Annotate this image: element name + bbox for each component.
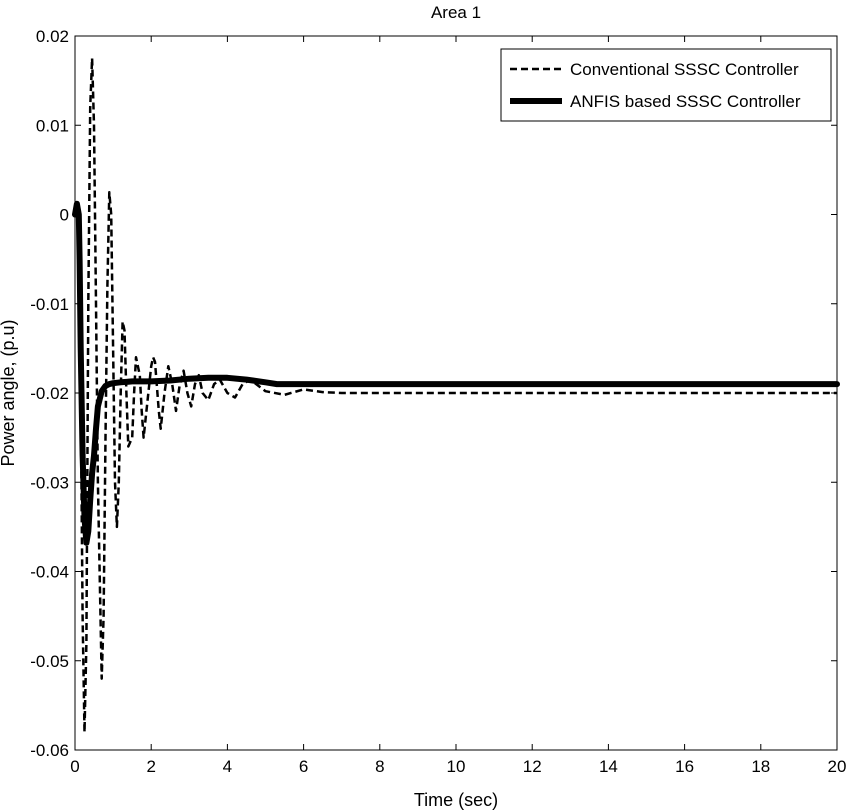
chart-title: Area 1 [431, 3, 481, 22]
plot-area [72, 57, 840, 734]
x-axis-label: Time (sec) [414, 790, 498, 810]
y-axis-label: Power angle, (p.u) [0, 319, 18, 466]
y-tick-label: -0.02 [30, 384, 69, 403]
x-tick-label: 2 [146, 757, 155, 776]
x-tick-label: 10 [447, 757, 466, 776]
x-tick-label: 18 [751, 757, 770, 776]
y-tick-label: -0.03 [30, 473, 69, 492]
y-axis-ticks: 0.02 0.01 0 -0.01 -0.02 -0.03 -0.04 -0.05 -0.06 [30, 27, 837, 760]
series-line-conventional [73, 57, 837, 734]
legend: Conventional SSSC Controller ANFIS based… [500, 48, 832, 122]
y-tick-label: -0.01 [30, 295, 69, 314]
y-tick-label: 0.01 [36, 116, 69, 135]
axes-frame [74, 35, 838, 751]
x-tick-label: 14 [599, 757, 618, 776]
y-tick-label: 0 [60, 206, 69, 225]
x-tick-label: 8 [375, 757, 384, 776]
legend-box [500, 48, 832, 122]
x-tick-label: 0 [70, 757, 79, 776]
series-line-anfis [72, 200, 840, 546]
x-axis-ticks: 0 2 4 6 8 10 12 14 16 18 20 [70, 36, 846, 776]
x-tick-label: 6 [299, 757, 308, 776]
y-tick-label: -0.05 [30, 652, 69, 671]
legend-label-anfis: ANFIS based SSSC Controller [570, 92, 801, 111]
x-tick-label: 12 [523, 757, 542, 776]
x-tick-label: 20 [828, 757, 847, 776]
y-tick-label: -0.04 [30, 563, 69, 582]
x-tick-label: 4 [223, 757, 232, 776]
legend-label-conventional: Conventional SSSC Controller [570, 60, 799, 79]
x-tick-label: 16 [675, 757, 694, 776]
y-tick-label: -0.06 [30, 741, 69, 760]
y-tick-label: 0.02 [36, 27, 69, 46]
